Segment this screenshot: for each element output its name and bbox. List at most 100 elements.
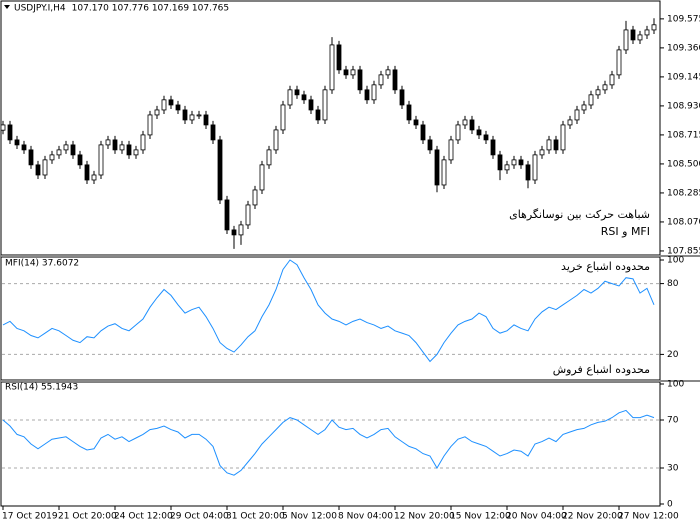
candle-body bbox=[441, 159, 447, 186]
candle-body bbox=[203, 114, 209, 126]
candle-body bbox=[315, 109, 321, 121]
candle-body bbox=[588, 94, 594, 106]
candle-body bbox=[175, 104, 181, 111]
x-tick-label: 21 Oct 20:00 bbox=[58, 512, 117, 522]
candle-body bbox=[126, 144, 132, 156]
x-tick-label: 15 Nov 12:00 bbox=[450, 512, 511, 522]
candle-body bbox=[595, 89, 601, 96]
candle-body bbox=[574, 109, 580, 121]
candle-body bbox=[14, 139, 20, 146]
candle-body bbox=[413, 119, 419, 126]
candle-body bbox=[427, 139, 433, 151]
symbol-icon bbox=[4, 5, 10, 9]
candle-body bbox=[259, 164, 265, 191]
y-tick-label: 70 bbox=[667, 416, 679, 426]
candle-body bbox=[168, 99, 174, 106]
x-tick-label: 5 Nov 12:00 bbox=[282, 512, 337, 522]
candle-body bbox=[329, 44, 335, 91]
x-tick-label: 31 Oct 20:00 bbox=[226, 512, 285, 522]
candle-body bbox=[469, 119, 475, 131]
candle-body bbox=[161, 99, 167, 111]
x-tick-label: 29 Oct 04:00 bbox=[170, 512, 229, 522]
candle-body bbox=[231, 229, 237, 236]
candle-body bbox=[147, 114, 153, 136]
candle-body bbox=[35, 164, 41, 176]
y-tick-label: 107.855 bbox=[667, 246, 700, 256]
candle-body bbox=[644, 29, 650, 36]
candle-body bbox=[651, 24, 657, 31]
candle-body bbox=[364, 89, 370, 101]
y-tick-label: 80 bbox=[667, 279, 679, 289]
annotation: محدوده اشباع خرید bbox=[561, 260, 650, 273]
y-tick-label: 109.575 bbox=[667, 14, 700, 24]
indicator-line bbox=[2, 259, 655, 363]
candle-body bbox=[497, 154, 503, 171]
candle-body bbox=[7, 124, 13, 141]
x-tick-label: 24 Oct 12:00 bbox=[114, 512, 173, 522]
candle-body bbox=[245, 204, 251, 226]
candle-body bbox=[511, 159, 517, 166]
candle-body bbox=[567, 119, 573, 126]
candle-body bbox=[0, 124, 6, 131]
x-tick-label: 22 Nov 20:00 bbox=[562, 512, 623, 522]
candle-body bbox=[273, 129, 279, 151]
candle-body bbox=[301, 94, 307, 101]
candle-body bbox=[70, 144, 76, 156]
annotation: محدوده اشباع فروش bbox=[553, 363, 650, 376]
y-tick-label: 100 bbox=[667, 256, 684, 266]
candle-body bbox=[630, 29, 636, 41]
candle-body bbox=[406, 104, 412, 121]
candle-body bbox=[357, 69, 363, 91]
candle-body bbox=[609, 74, 615, 86]
candle-body bbox=[140, 134, 146, 151]
y-tick-label: 0 bbox=[667, 500, 673, 510]
y-tick-label: 100 bbox=[667, 380, 684, 390]
candle-body bbox=[238, 224, 244, 236]
candle-body bbox=[133, 149, 139, 156]
candle-body bbox=[21, 144, 27, 151]
candle-body bbox=[119, 144, 125, 151]
candle-body bbox=[560, 124, 566, 151]
candle-body bbox=[532, 154, 538, 181]
y-tick-label: 20 bbox=[667, 350, 679, 360]
annotation: شباهت حرکت بین نوسانگرهای bbox=[509, 208, 650, 221]
candle-body bbox=[378, 74, 384, 86]
candle-body bbox=[525, 164, 531, 181]
candle-body bbox=[385, 69, 391, 76]
y-tick-label: 109.145 bbox=[667, 72, 700, 82]
candle-body bbox=[224, 199, 230, 231]
candle-body bbox=[105, 139, 111, 146]
candle-body bbox=[84, 164, 90, 181]
candle-body bbox=[392, 69, 398, 91]
y-tick-label: 108.285 bbox=[667, 188, 700, 198]
candle-body bbox=[217, 139, 223, 201]
candle-body bbox=[455, 124, 461, 141]
candle-body bbox=[602, 84, 608, 91]
x-tick-label: 20 Nov 04:00 bbox=[506, 512, 567, 522]
candle-body bbox=[504, 164, 510, 171]
candle-body bbox=[434, 149, 440, 186]
candle-body bbox=[294, 89, 300, 96]
candle-body bbox=[539, 149, 545, 156]
candle-body bbox=[462, 119, 468, 126]
x-tick-label: 12 Nov 20:00 bbox=[394, 512, 455, 522]
candle-body bbox=[483, 134, 489, 141]
y-tick-label: 108.930 bbox=[667, 101, 700, 111]
candle-body bbox=[210, 124, 216, 141]
candle-body bbox=[637, 34, 643, 41]
indicator-line bbox=[2, 409, 655, 476]
y-tick-label: 30 bbox=[667, 464, 679, 474]
indicator-title: MFI(14) 37.6072 bbox=[5, 259, 79, 269]
candle-body bbox=[420, 124, 426, 141]
candle-body bbox=[371, 84, 377, 101]
candle-body bbox=[308, 99, 314, 111]
candle-body bbox=[266, 149, 272, 166]
candle-body bbox=[252, 189, 258, 206]
y-tick-label: 108.070 bbox=[667, 217, 700, 227]
candle-body bbox=[399, 89, 405, 106]
candle-body bbox=[98, 144, 104, 176]
x-tick-label: 8 Nov 04:00 bbox=[338, 512, 393, 522]
